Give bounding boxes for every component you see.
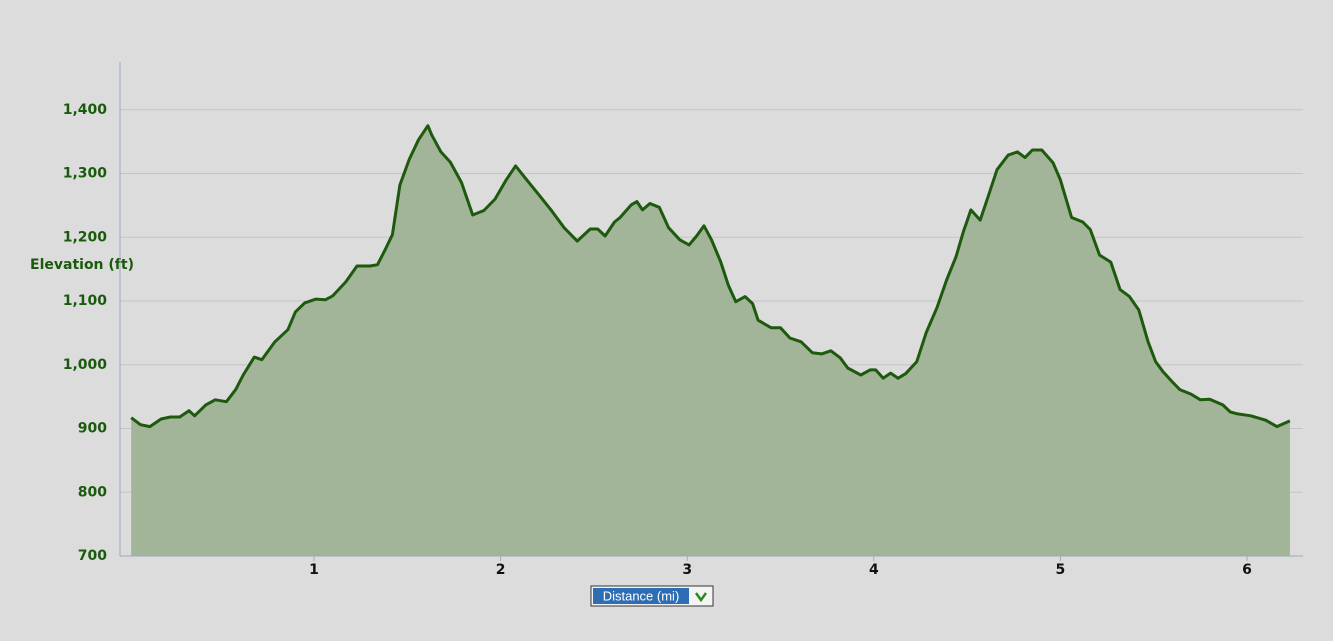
y-tick-label: 1,100: [63, 293, 108, 309]
elevation-line: [130, 124, 1291, 429]
y-tick-label: 700: [78, 548, 107, 564]
x-tick-label: 4: [869, 562, 879, 578]
dropdown-selection: [593, 588, 689, 604]
x-tick-label: 6: [1242, 562, 1252, 578]
x-tick-label: 1: [309, 562, 319, 578]
x-axis-selector[interactable]: Distance (mi): [590, 585, 714, 607]
x-tick-label: 2: [496, 562, 506, 578]
area-fill: [131, 125, 1290, 556]
y-tick-label: 800: [78, 484, 107, 500]
y-tick-label: 1,000: [63, 357, 108, 373]
x-axis-label: Distance (mi): [603, 588, 680, 603]
y-tick-label: 900: [78, 421, 107, 437]
y-tick-label: 1,400: [63, 102, 108, 118]
y-tick-label: 1,200: [63, 229, 108, 245]
y-axis-label: Elevation (ft): [30, 257, 134, 273]
x-tick-label: 5: [1056, 562, 1066, 578]
y-tick-label: 1,300: [63, 166, 108, 182]
x-tick-label: 3: [682, 562, 692, 578]
dropdown-arrow: [694, 592, 708, 603]
